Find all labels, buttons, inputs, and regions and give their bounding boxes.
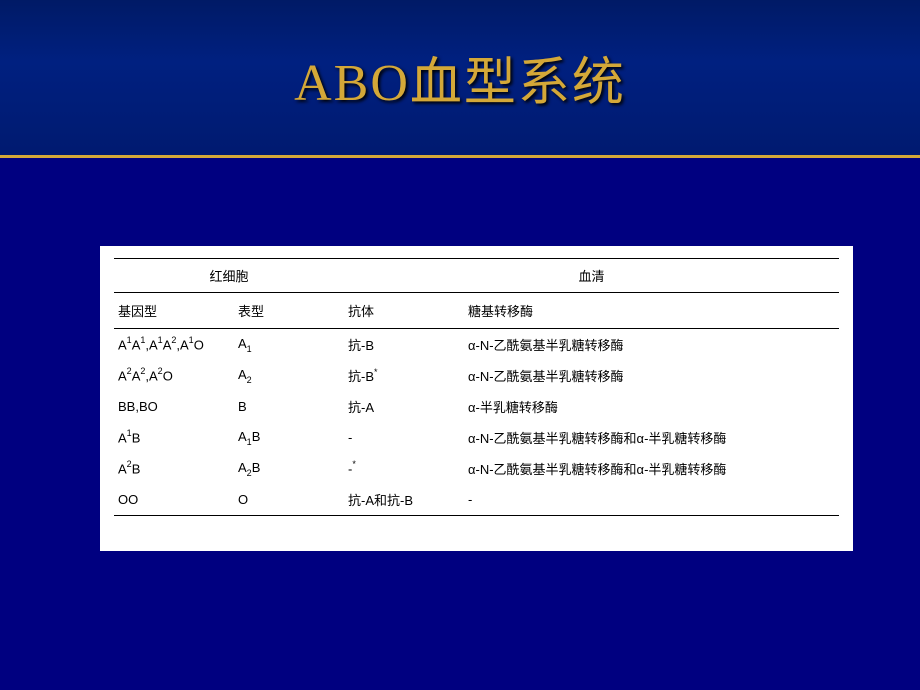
table-cell: 抗-B	[344, 329, 464, 361]
slide-title: ABO血型系统	[294, 40, 626, 115]
table-cell: A1A1,A1A2,A1O	[114, 329, 234, 361]
table-cell: α-N-乙酰氨基半乳糖转移酶和α-半乳糖转移酶	[464, 453, 839, 484]
table-cell: -	[344, 422, 464, 453]
header-genotype: 基因型	[114, 293, 234, 329]
table-cell: O	[234, 484, 344, 516]
table-cell: α-半乳糖转移酶	[464, 391, 839, 422]
header-antibody: 抗体	[344, 293, 464, 329]
table-body: A1A1,A1A2,A1OA1抗-Bα-N-乙酰氨基半乳糖转移酶A2A2,A2O…	[114, 329, 839, 516]
table-cell: A2	[234, 360, 344, 391]
table-row: A2A2,A2OA2抗-B*α-N-乙酰氨基半乳糖转移酶	[114, 360, 839, 391]
header-transferase: 糖基转移酶	[464, 293, 839, 329]
table-cell: OO	[114, 484, 234, 516]
table-cell: A1	[234, 329, 344, 361]
table-cell: α-N-乙酰氨基半乳糖转移酶和α-半乳糖转移酶	[464, 422, 839, 453]
table-cell: A2B	[234, 453, 344, 484]
table-row: A1A1,A1A2,A1OA1抗-Bα-N-乙酰氨基半乳糖转移酶	[114, 329, 839, 361]
group-header-right: 血清	[344, 259, 839, 293]
title-band: ABO血型系统	[0, 0, 920, 158]
table-cell: 抗-B*	[344, 360, 464, 391]
group-header-left: 红细胞	[114, 259, 344, 293]
table-cell: BB,BO	[114, 391, 234, 422]
table-row: A2BA2B-*α-N-乙酰氨基半乳糖转移酶和α-半乳糖转移酶	[114, 453, 839, 484]
table-cell: α-N-乙酰氨基半乳糖转移酶	[464, 329, 839, 361]
table-cell: A2B	[114, 453, 234, 484]
table-cell: α-N-乙酰氨基半乳糖转移酶	[464, 360, 839, 391]
table-cell: B	[234, 391, 344, 422]
table-cell: A1B	[114, 422, 234, 453]
table-row: A1BA1B-α-N-乙酰氨基半乳糖转移酶和α-半乳糖转移酶	[114, 422, 839, 453]
table-row: OOO抗-A和抗-B-	[114, 484, 839, 516]
table-cell: 抗-A和抗-B	[344, 484, 464, 516]
table-cell: -*	[344, 453, 464, 484]
header-phenotype: 表型	[234, 293, 344, 329]
column-header-row: 基因型 表型 抗体 糖基转移酶	[114, 293, 839, 329]
table-cell: 抗-A	[344, 391, 464, 422]
table: 红细胞 血清 基因型 表型 抗体 糖基转移酶 A1A1,A1A2,A1OA1抗-…	[114, 258, 839, 516]
blood-type-table: 红细胞 血清 基因型 表型 抗体 糖基转移酶 A1A1,A1A2,A1OA1抗-…	[100, 246, 853, 551]
table-cell: A2A2,A2O	[114, 360, 234, 391]
group-header-row: 红细胞 血清	[114, 259, 839, 293]
table-cell: A1B	[234, 422, 344, 453]
table-row: BB,BOB抗-Aα-半乳糖转移酶	[114, 391, 839, 422]
table-cell: -	[464, 484, 839, 516]
